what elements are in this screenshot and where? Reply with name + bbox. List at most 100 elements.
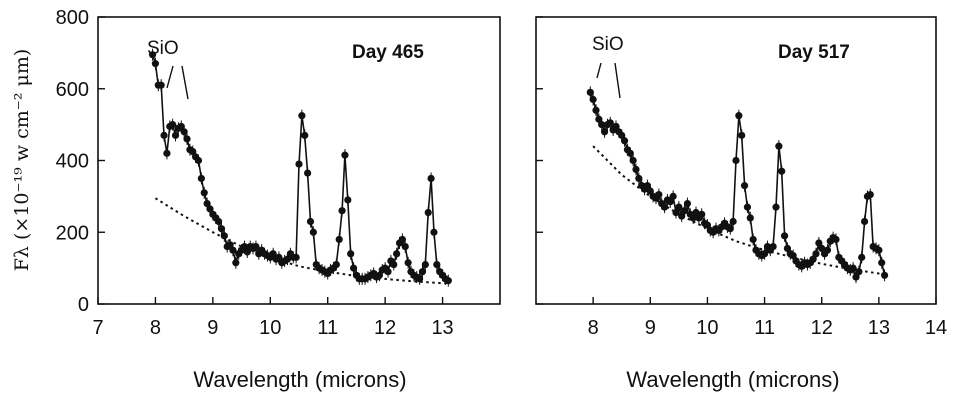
- data-point: [226, 241, 234, 249]
- data-point: [171, 131, 180, 139]
- data-point: [683, 199, 692, 208]
- data-point: [632, 165, 640, 174]
- data-point: [772, 203, 780, 211]
- data-point: [444, 277, 452, 285]
- data-point: [740, 182, 749, 190]
- data-point: [680, 207, 689, 215]
- data-point: [815, 239, 823, 247]
- data-point: [151, 60, 160, 68]
- spectrum-points-left: [148, 48, 452, 287]
- data-point: [852, 273, 860, 281]
- data-point: [375, 271, 383, 279]
- data-point: [698, 210, 706, 218]
- data-point: [215, 217, 223, 226]
- data-point: [169, 121, 177, 129]
- data-point: [347, 250, 355, 258]
- data-point: [860, 217, 869, 226]
- data-point: [669, 192, 677, 200]
- y-tick-label: 600: [56, 79, 89, 101]
- panel-day-465: 7 8 9 10 11 12 13 0 200 400 600 800 SiO Day 465 Wav…: [11, 7, 501, 392]
- x-tick-label: 14: [925, 317, 947, 339]
- data-point: [606, 119, 614, 127]
- data-point: [200, 189, 208, 197]
- data-point: [849, 264, 857, 272]
- y-axis-title: Fλ (×10⁻¹⁹ w cm⁻² μm): [11, 49, 33, 272]
- data-point: [243, 248, 251, 256]
- data-point: [384, 268, 392, 276]
- data-point: [229, 246, 237, 254]
- data-point: [177, 122, 185, 131]
- data-point: [240, 243, 249, 251]
- sio-marker-right-2: [614, 62, 621, 99]
- data-point: [729, 217, 737, 226]
- data-point: [163, 149, 171, 157]
- data-point: [232, 259, 240, 267]
- data-point: [600, 128, 609, 136]
- y-tick-label: 0: [78, 294, 89, 316]
- data-point: [618, 131, 626, 139]
- x-tick-label: 13: [868, 317, 890, 339]
- sio-label-right: SiO: [592, 34, 624, 55]
- x-tick-label: 9: [207, 317, 218, 339]
- data-point: [692, 208, 700, 217]
- sio-marker-right-1: [596, 62, 602, 79]
- y-tick-label: 200: [56, 222, 89, 244]
- continuum-line: [154, 197, 449, 285]
- data-point: [398, 235, 406, 244]
- data-point: [427, 174, 435, 183]
- data-point: [626, 149, 634, 157]
- data-point: [269, 250, 277, 258]
- data-point: [393, 250, 401, 258]
- data-point: [875, 246, 883, 254]
- data-point: [703, 221, 712, 229]
- x-axis-title-left: Wavelength (microns): [193, 367, 406, 392]
- x-tick-label: 12: [811, 317, 833, 339]
- spectrum-line-right: [589, 92, 886, 280]
- data-point: [206, 205, 214, 213]
- y-tick-label: 400: [56, 151, 89, 173]
- x-tick-label: 9: [645, 317, 656, 339]
- data-point: [203, 199, 211, 208]
- data-point: [292, 253, 300, 261]
- data-point: [390, 260, 398, 269]
- data-point: [433, 260, 441, 269]
- data-point: [726, 225, 734, 233]
- data-point: [424, 208, 432, 217]
- sio-label-left: SiO: [147, 38, 179, 59]
- x-tick-label: 11: [317, 317, 338, 339]
- data-point: [666, 198, 674, 206]
- data-point: [304, 169, 312, 177]
- data-point: [635, 174, 643, 183]
- data-point: [746, 214, 754, 222]
- data-point: [620, 137, 629, 145]
- data-point: [809, 255, 817, 263]
- data-point: [217, 225, 226, 233]
- data-point: [612, 122, 620, 131]
- x-tick-label: 12: [374, 317, 396, 339]
- data-point: [789, 251, 797, 260]
- day-label-right: Day 517: [778, 42, 850, 63]
- data-point: [760, 250, 769, 258]
- data-point: [344, 196, 352, 204]
- data-point: [749, 235, 757, 244]
- spectrum-points-right: [586, 86, 889, 284]
- data-point: [783, 244, 792, 252]
- data-point: [301, 131, 309, 139]
- x-tick-label: 13: [431, 317, 453, 339]
- data-point: [678, 212, 686, 220]
- data-point: [180, 128, 188, 136]
- data-point: [148, 51, 157, 59]
- data-point: [858, 253, 866, 261]
- axis-ticks-left: 7 8 9 10 11 12 13 0 200 400 600 800: [56, 7, 454, 339]
- data-point: [812, 250, 820, 258]
- data-point: [295, 160, 303, 168]
- data-point: [855, 268, 863, 276]
- data-point: [646, 187, 654, 195]
- data-point: [743, 203, 752, 211]
- data-point: [197, 174, 205, 183]
- data-point: [401, 243, 409, 251]
- spectrum-line: [589, 92, 886, 280]
- data-point: [778, 167, 786, 175]
- data-point: [672, 208, 680, 217]
